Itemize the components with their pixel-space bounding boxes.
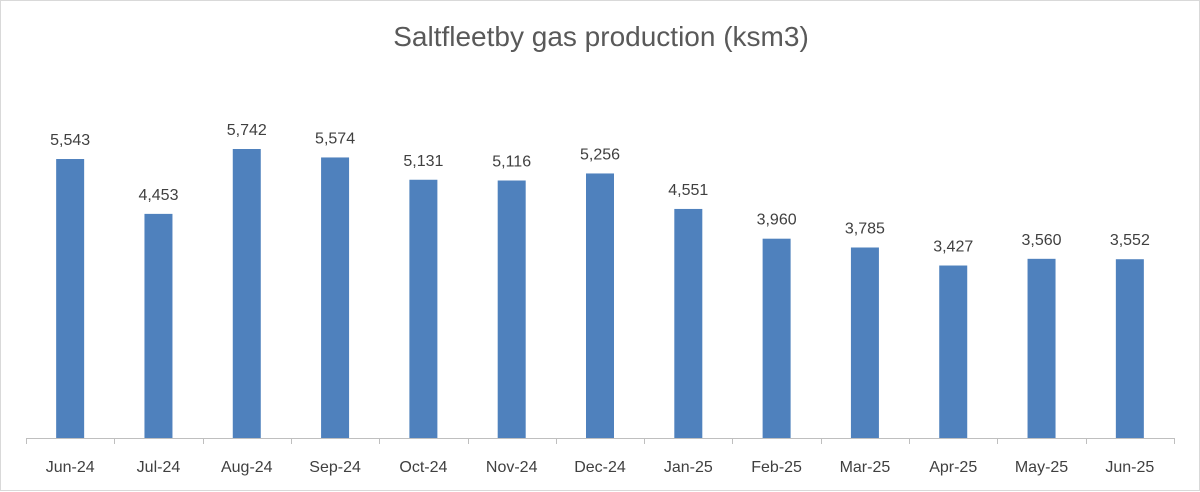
- bar-aug-24: [232, 149, 261, 438]
- data-label-may-25: 3,560: [1022, 232, 1062, 249]
- data-label-apr-25: 3,427: [933, 239, 973, 256]
- bar-jun-24: [56, 159, 85, 438]
- data-label-jun-25: 3,552: [1110, 232, 1150, 249]
- x-tick-label-jan-25: Jan-25: [664, 459, 713, 476]
- bar-jul-24: [144, 213, 173, 438]
- bar-oct-24: [409, 179, 438, 438]
- bar-mar-25: [850, 247, 879, 438]
- x-tick-label-apr-25: Apr-25: [929, 459, 977, 476]
- bar-may-25: [1027, 258, 1056, 438]
- x-tick-label-dec-24: Dec-24: [574, 459, 626, 476]
- bar-jan-25: [674, 208, 703, 438]
- x-tick-label-oct-24: Oct-24: [399, 459, 447, 476]
- bar-apr-25: [939, 265, 968, 438]
- x-tick-label-jun-25: Jun-25: [1105, 459, 1154, 476]
- bar-feb-25: [762, 238, 791, 438]
- x-tick-label-nov-24: Nov-24: [486, 459, 538, 476]
- x-tick-label-jun-24: Jun-24: [46, 459, 95, 476]
- x-tick-label-sep-24: Sep-24: [309, 459, 361, 476]
- data-label-feb-25: 3,960: [757, 212, 797, 229]
- bar-nov-24: [497, 180, 526, 438]
- bar-sep-24: [321, 157, 350, 438]
- data-label-nov-24: 5,116: [492, 154, 531, 171]
- data-label-jan-25: 4,551: [668, 182, 708, 199]
- bar-dec-24: [586, 173, 614, 438]
- bar-jun-25: [1115, 259, 1144, 438]
- data-label-jul-24: 4,453: [138, 187, 178, 204]
- data-label-jun-24: 5,543: [50, 132, 90, 149]
- data-label-aug-24: 5,742: [227, 122, 267, 139]
- data-label-mar-25: 3,785: [845, 220, 885, 237]
- x-tick-label-mar-25: Mar-25: [840, 459, 891, 476]
- data-label-dec-24: 5,256: [580, 146, 620, 163]
- x-tick-label-may-25: May-25: [1015, 459, 1068, 476]
- chart-title: Saltfleetby gas production (ksm3): [393, 21, 809, 52]
- x-tick-label-jul-24: Jul-24: [137, 459, 181, 476]
- data-label-sep-24: 5,574: [315, 130, 355, 147]
- data-label-oct-24: 5,131: [403, 153, 443, 170]
- x-tick-label-aug-24: Aug-24: [221, 459, 273, 476]
- x-tick-label-feb-25: Feb-25: [751, 459, 802, 476]
